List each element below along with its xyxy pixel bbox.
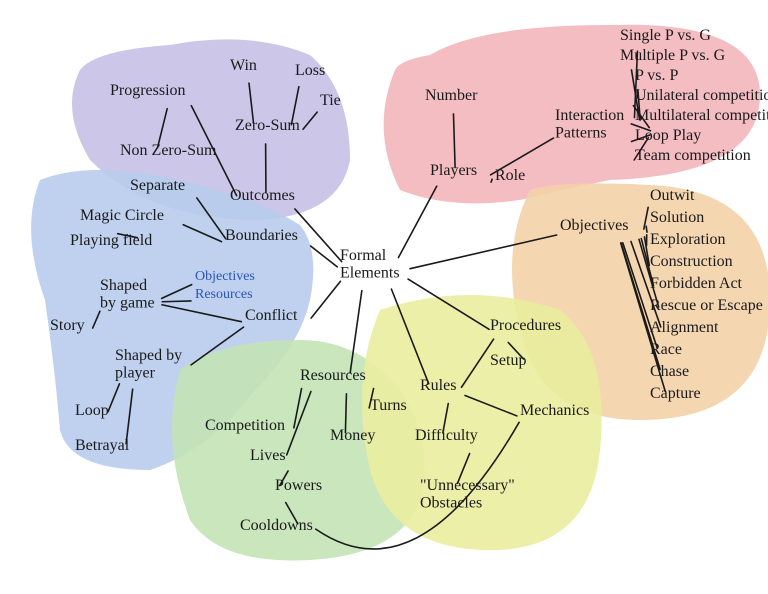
node-number: Number <box>425 87 478 104</box>
node-loss: Loss <box>295 62 325 79</box>
node-team-comp: Team competition <box>635 147 751 164</box>
node-non-zero-sum: Non Zero-Sum <box>120 142 217 159</box>
node-rescue: Rescue or Escape <box>650 297 763 314</box>
node-formal-elements: FormalElements <box>340 247 400 282</box>
node-cooldowns: Cooldowns <box>240 517 313 534</box>
node-turns: Turns <box>370 397 407 414</box>
node-single-pvg: Single P vs. G <box>620 27 711 44</box>
node-resources: Resources <box>300 367 366 384</box>
node-solution: Solution <box>650 209 704 226</box>
node-exploration: Exploration <box>650 231 726 248</box>
node-magic-circle: Magic Circle <box>80 207 164 224</box>
node-role: Role <box>495 167 525 184</box>
edge-players-role <box>491 179 492 182</box>
node-progression: Progression <box>110 82 186 99</box>
edge-formal-elements-boundaries <box>311 246 338 267</box>
node-competition: Competition <box>205 417 285 434</box>
node-objectives: Objectives <box>560 217 628 234</box>
node-story: Story <box>50 317 85 334</box>
node-money: Money <box>330 427 375 444</box>
node-difficulty: Difficulty <box>415 427 478 444</box>
edge-shaped-game-sg-resources <box>162 301 191 302</box>
node-forbidden: Forbidden Act <box>650 275 743 292</box>
node-chase: Chase <box>650 363 689 380</box>
node-players: Players <box>430 162 477 179</box>
node-betrayal: Betrayal <box>75 437 130 454</box>
node-lives: Lives <box>250 447 286 464</box>
node-outwit: Outwit <box>650 187 695 204</box>
node-race: Race <box>650 341 682 358</box>
node-win: Win <box>230 57 257 74</box>
node-tie: Tie <box>320 92 341 109</box>
node-sg-objectives: Objectives <box>195 269 255 284</box>
node-conflict: Conflict <box>245 307 298 324</box>
node-loop: Loop <box>75 402 109 419</box>
node-multiple-pvg: Multiple P vs. G <box>620 47 726 64</box>
node-shaped-game: Shapedby game <box>100 277 155 312</box>
node-setup: Setup <box>490 352 526 369</box>
node-boundaries: Boundaries <box>225 227 298 244</box>
blob-yellow <box>362 295 602 550</box>
mindmap-canvas: FormalElements Outcomes Progression Non Zer… <box>0 0 768 594</box>
node-pvp: P vs. P <box>635 67 679 84</box>
node-separate: Separate <box>130 177 185 194</box>
node-mechanics: Mechanics <box>520 402 589 419</box>
edge-formal-elements-players <box>398 186 436 257</box>
edge-objectives-solution <box>646 226 647 232</box>
edge-formal-elements-conflict <box>311 281 340 318</box>
node-construction: Construction <box>650 253 733 270</box>
node-powers: Powers <box>275 477 322 494</box>
node-alignment: Alignment <box>650 319 719 336</box>
node-sg-resources: Resources <box>195 287 253 302</box>
node-uni-comp: Unilateral competition <box>635 87 768 104</box>
node-procedures: Procedures <box>490 317 561 334</box>
node-rules: Rules <box>420 377 456 394</box>
node-multi-comp: Multilateral competition <box>635 107 768 124</box>
node-capture: Capture <box>650 385 701 402</box>
node-outcomes: Outcomes <box>230 187 295 204</box>
node-playing-field: Playing field <box>70 232 152 249</box>
node-loop-play: Loop Play <box>635 127 701 144</box>
node-zero-sum: Zero-Sum <box>235 117 300 134</box>
